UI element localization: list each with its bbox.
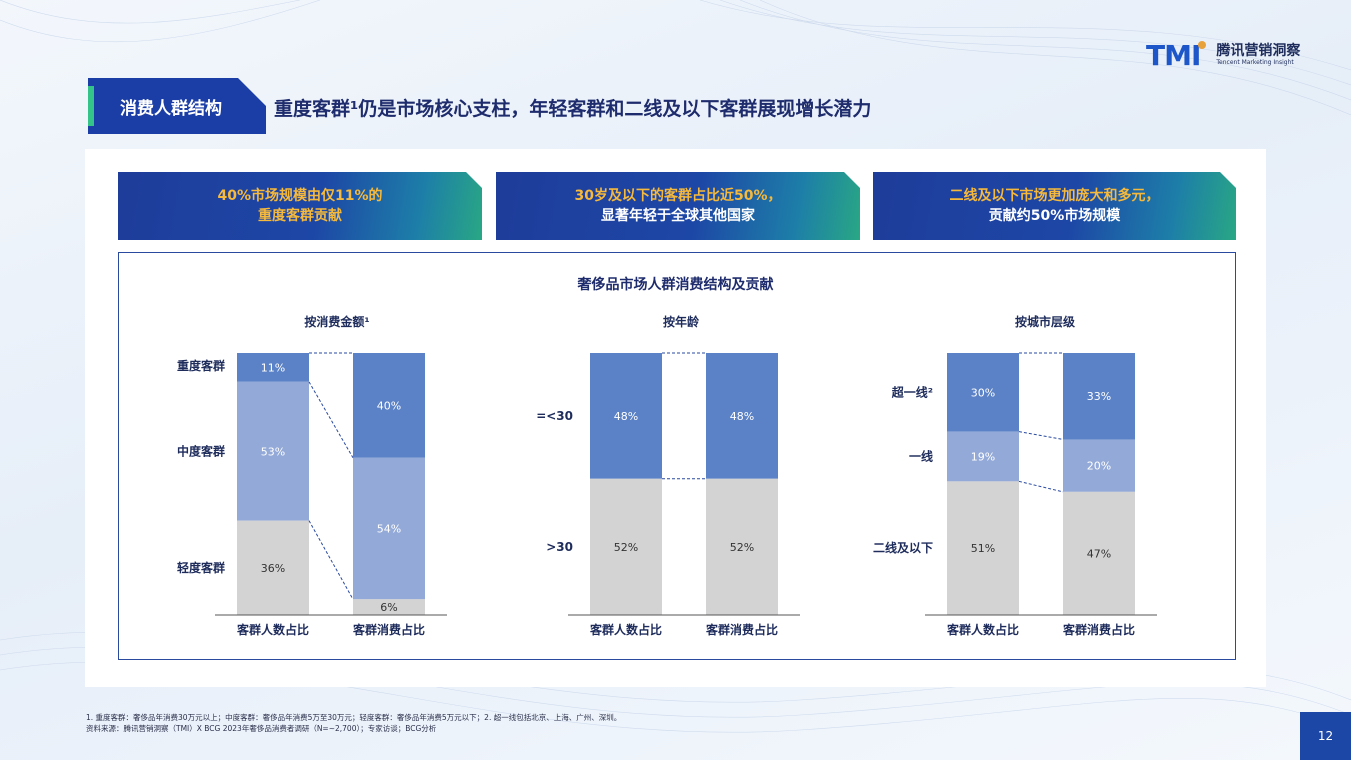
series-label-1-3: 轻度客群	[177, 560, 225, 575]
section-tag: 消费人群结构	[88, 78, 266, 134]
chart-frame	[118, 252, 1236, 660]
data-label-2-1-2: 52%	[614, 541, 638, 554]
bar-segment-1-1-1	[237, 353, 309, 382]
logo-name-cn: 腾讯营销洞察	[1216, 42, 1301, 59]
data-label-1-2-3: 6%	[380, 601, 397, 614]
banner-3-line-2: 贡献约50%市场规模	[988, 208, 1121, 224]
data-label-1-2-1: 40%	[377, 399, 401, 412]
bar-segment-3-1-2	[947, 431, 1019, 482]
main-chart-title: 奢侈品市场人群消费结构及贡献	[577, 277, 774, 293]
logo-text: 腾讯营销洞察 Tencent Marketing Insight	[1216, 42, 1301, 67]
bar-segment-1-2-1	[353, 353, 425, 458]
data-label-1-1-3: 36%	[261, 562, 285, 575]
category-label-3-1: 客群人数占比	[946, 622, 1019, 637]
series-label-1-1: 重度客群	[177, 358, 225, 373]
tmi-logo: TMI 腾讯营销洞察 Tencent Marketing Insight	[1146, 38, 1301, 72]
footnotes: 1. 重度客群：奢侈品年消费30万元以上；中度客群：奢侈品年消费5万至30万元；…	[86, 712, 621, 734]
data-label-2-1-1: 48%	[614, 410, 638, 423]
bar-segment-1-2-3	[353, 599, 425, 615]
bar-segment-2-1-1	[590, 353, 662, 479]
bar-segment-2-2-2	[706, 478, 778, 615]
insight-banner-2: 30岁及以下的客群占比近50%， 显著年轻于全球其他国家	[496, 172, 860, 240]
series-label-3-2: 一线	[909, 448, 933, 463]
data-label-3-2-2: 20%	[1087, 460, 1111, 473]
category-label-3-2: 客群消费占比	[1062, 622, 1135, 637]
series-label-3-1: 超一线²	[891, 384, 933, 399]
bar-segment-3-2-2	[1063, 439, 1135, 492]
series-label-1-2: 中度客群	[177, 443, 225, 458]
category-label-1-1: 客群人数占比	[236, 622, 309, 637]
connector-1-1	[308, 381, 354, 459]
banner-3-line-1: 二线及以下市场更加庞大和多元，	[949, 188, 1160, 204]
bar-segment-3-1-1	[947, 353, 1019, 432]
data-label-3-1-3: 51%	[971, 542, 995, 555]
category-label-2-2: 客群消费占比	[705, 622, 778, 637]
banner-2-line-2: 显著年轻于全球其他国家	[601, 208, 755, 224]
data-label-2-2-1: 48%	[730, 410, 754, 423]
banner-1-line-2: 重度客群贡献	[258, 208, 342, 224]
data-label-3-1-1: 30%	[971, 386, 995, 399]
footnote-source: 资料来源：腾讯营销洞察（TMI）X BCG 2023年奢侈品消费者调研（N=~2…	[86, 724, 437, 733]
logo-mark: TMI	[1146, 38, 1201, 72]
page-headline: 重度客群¹仍是市场核心支柱，年轻客群和二线及以下客群展现增长潜力	[274, 98, 872, 120]
bar-segment-2-1-2	[590, 478, 662, 615]
bar-segment-1-2-2	[353, 457, 425, 600]
data-label-1-1-2: 53%	[261, 445, 285, 458]
insight-banner-3: 二线及以下市场更加庞大和多元， 贡献约50%市场规模	[873, 172, 1236, 240]
category-label-2-1: 客群人数占比	[589, 622, 662, 637]
connector-1-2	[308, 520, 354, 600]
subchart-title-1: 按消费金额¹	[304, 314, 369, 329]
connector-3-2	[1018, 480, 1064, 493]
data-label-1-1-1: 11%	[261, 361, 285, 374]
data-label-3-2-1: 33%	[1087, 390, 1111, 403]
logo-name-en: Tencent Marketing Insight	[1216, 58, 1294, 66]
data-label-2-2-2: 52%	[730, 541, 754, 554]
subchart-title-2: 按年龄	[663, 314, 700, 329]
connector-3-1	[1018, 431, 1064, 440]
footnote-definitions: 1. 重度客群：奢侈品年消费30万元以上；中度客群：奢侈品年消费5万至30万元；…	[86, 713, 622, 722]
bar-segment-3-2-3	[1063, 491, 1135, 615]
insight-banner-1: 40%市场规模由仅11%的 重度客群贡献	[118, 172, 482, 240]
logo-dot-icon	[1198, 41, 1207, 49]
page-number: 12	[1300, 712, 1351, 760]
bar-segment-1-1-3	[237, 520, 309, 615]
category-label-1-2: 客群消费占比	[352, 622, 425, 637]
data-label-3-2-3: 47%	[1087, 547, 1111, 560]
banner-1-line-1: 40%市场规模由仅11%的	[217, 188, 383, 204]
series-label-3-3: 二线及以下	[873, 540, 933, 555]
banner-2-line-1: 30岁及以下的客群占比近50%，	[574, 188, 782, 204]
subchart-title-3: 按城市层级	[1015, 314, 1075, 329]
bar-segment-3-2-1	[1063, 353, 1135, 440]
bar-segment-3-1-3	[947, 481, 1019, 615]
bar-segment-2-2-1	[706, 353, 778, 479]
bar-segment-1-1-2	[237, 381, 309, 521]
data-label-3-1-2: 19%	[971, 450, 995, 463]
section-tag-label: 消费人群结构	[120, 99, 222, 119]
data-label-1-2-2: 54%	[377, 523, 401, 536]
series-label-2-2: >30	[546, 540, 573, 554]
series-label-2-1: =<30	[536, 409, 573, 423]
